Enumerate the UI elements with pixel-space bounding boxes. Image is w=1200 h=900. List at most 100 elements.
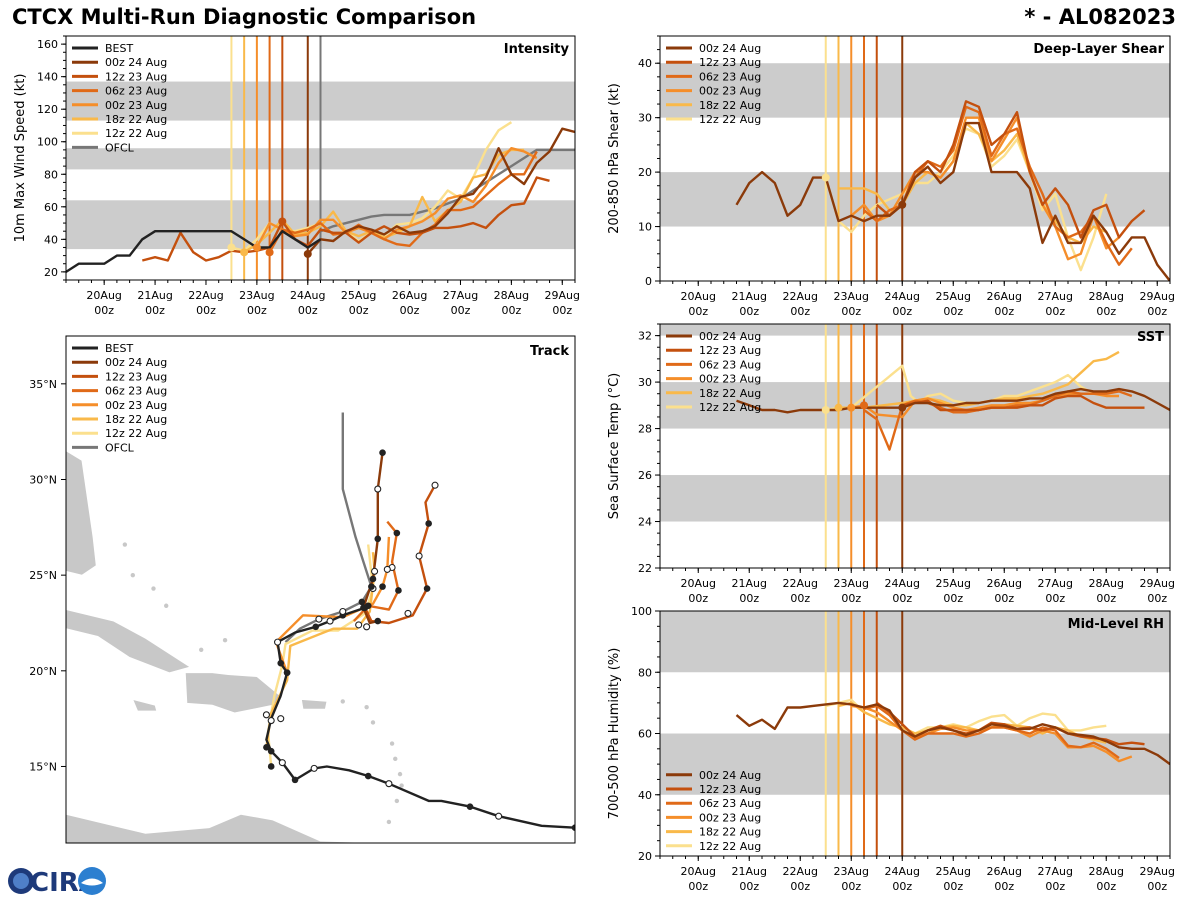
island-shape: [386, 819, 392, 825]
island-shape: [199, 647, 204, 652]
intensity-series-best: [66, 229, 322, 273]
intensity-series-06z-23-aug: [268, 150, 538, 253]
track-map-area: [66, 412, 575, 843]
intensity-xtick-label: 28Aug: [494, 289, 529, 302]
rh-panel-title: Mid-Level RH: [1068, 617, 1164, 632]
track-point-00z: [423, 585, 431, 592]
rh-ytick-label: 100: [631, 605, 652, 618]
intensity-xtick-label: 00z: [451, 304, 471, 317]
sst-xtick-label: 22Aug: [783, 577, 818, 590]
shear-xtick-label: 22Aug: [783, 290, 818, 303]
track-point-00z: [277, 659, 285, 667]
shear-ytick-label: 30: [638, 112, 652, 125]
track-legend-label: 06z 23 Aug: [105, 385, 167, 398]
sst-xtick-label: 00z: [688, 592, 708, 605]
intensity-legend-label: 00z 23 Aug: [105, 99, 167, 112]
sst-xtick-label: 20Aug: [681, 577, 716, 590]
shear-ytick-label: 10: [638, 221, 652, 234]
shear-xtick-label: 00z: [943, 305, 963, 318]
track-point-00z: [379, 449, 386, 457]
land-shape: [66, 609, 192, 674]
shear-ylabel: 200-850 hPa Shear (kt): [607, 83, 622, 234]
intensity-xtick-label: 20Aug: [86, 289, 121, 302]
track-point-00z: [379, 583, 386, 590]
shear-legend-label: 00z 24 Aug: [699, 42, 761, 55]
shear-xtick-label: 25Aug: [936, 290, 971, 303]
sst-ytick-label: 30: [638, 376, 652, 389]
track-point-00z: [393, 529, 401, 537]
intensity-init-marker: [252, 243, 261, 252]
shear-shade-band: [660, 63, 1170, 118]
track-point-00z: [364, 772, 372, 780]
rh-xtick-label: 29Aug: [1140, 865, 1175, 878]
sst-legend-label: 12z 23 Aug: [699, 344, 761, 357]
shear-legend-label: 12z 23 Aug: [699, 56, 761, 69]
rh-xtick-label: 00z: [1096, 880, 1116, 893]
intensity-xtick-label: 23Aug: [239, 289, 274, 302]
sst-xtick-label: 26Aug: [987, 577, 1022, 590]
track-point-12z: [495, 812, 503, 820]
track-point-00z: [425, 520, 432, 527]
island-shape: [222, 638, 228, 643]
cira-globe-inner: [13, 873, 29, 889]
intensity-ytick-label: 100: [37, 136, 58, 149]
track-legend-label: BEST: [105, 342, 133, 355]
rh-xtick-label: 27Aug: [1038, 865, 1073, 878]
intensity-xtick-label: 25Aug: [341, 289, 376, 302]
sst-xtick-label: 00z: [1045, 592, 1065, 605]
shear-plot-area: [660, 36, 1170, 281]
track-point-12z: [363, 623, 371, 631]
island-shape: [364, 704, 369, 710]
rh-xtick-label: 23Aug: [834, 865, 869, 878]
intensity-legend-label: OFCL: [105, 141, 135, 154]
intensity-xtick-label: 22Aug: [188, 289, 223, 302]
sst-xtick-label: 00z: [841, 592, 861, 605]
track-point-12z: [404, 609, 412, 617]
intensity-xtick-label: 26Aug: [392, 289, 427, 302]
rh-shade-band: [660, 733, 1170, 795]
track-point-12z: [262, 711, 270, 719]
intensity-series-00z-24-aug: [306, 127, 575, 255]
shear-xtick-label: 27Aug: [1038, 290, 1073, 303]
intensity-legend-label: 12z 22 Aug: [105, 127, 167, 140]
track-point-00z: [374, 535, 382, 543]
intensity-init-marker: [227, 243, 236, 252]
sst-panel-title: SST: [1137, 330, 1164, 345]
intensity-xtick-label: 00z: [94, 304, 114, 317]
land-shape: [66, 813, 401, 843]
intensity-ytick-label: 60: [44, 201, 58, 214]
rh-xtick-label: 00z: [841, 880, 861, 893]
sst-series-12z-23-aug: [902, 394, 1145, 412]
track-point-00z: [291, 776, 299, 784]
shear-panel-title: Deep-Layer Shear: [1033, 42, 1164, 57]
rh-ytick-label: 60: [638, 728, 652, 741]
track-point-12z: [431, 481, 439, 489]
island-shape: [389, 741, 395, 746]
rh-xtick-label: 22Aug: [783, 865, 818, 878]
track-point-12z: [385, 780, 393, 788]
shear-legend-label: 00z 23 Aug: [699, 85, 761, 98]
rh-series-18z-22-aug: [838, 701, 1107, 744]
rh-legend-label: 00z 24 Aug: [699, 769, 761, 782]
intensity-legend-label: 12z 23 Aug: [105, 70, 167, 83]
intensity-series-18z-22-aug: [243, 148, 525, 254]
rh-xtick-label: 26Aug: [987, 865, 1022, 878]
island-shape: [397, 771, 403, 777]
track-point-12z: [274, 638, 282, 646]
shear-ytick-label: 40: [638, 57, 652, 70]
intensity-init-marker: [278, 217, 287, 226]
track-point-00z: [263, 744, 270, 751]
sst-xtick-label: 00z: [892, 592, 912, 605]
rh-xtick-label: 00z: [1147, 880, 1167, 893]
land-shape: [184, 672, 283, 714]
sst-shade-band: [660, 324, 1170, 336]
intensity-series-00z-23-aug: [255, 146, 538, 249]
rh-plot-area: [660, 611, 1170, 856]
sst-legend-label: 12z 22 Aug: [699, 401, 761, 414]
rh-xtick-label: 21Aug: [732, 865, 767, 878]
intensity-xtick-label: 00z: [501, 304, 521, 317]
cira-logo: CIRA: [8, 867, 106, 898]
island-shape: [393, 756, 398, 762]
track-point-12z: [267, 717, 275, 725]
